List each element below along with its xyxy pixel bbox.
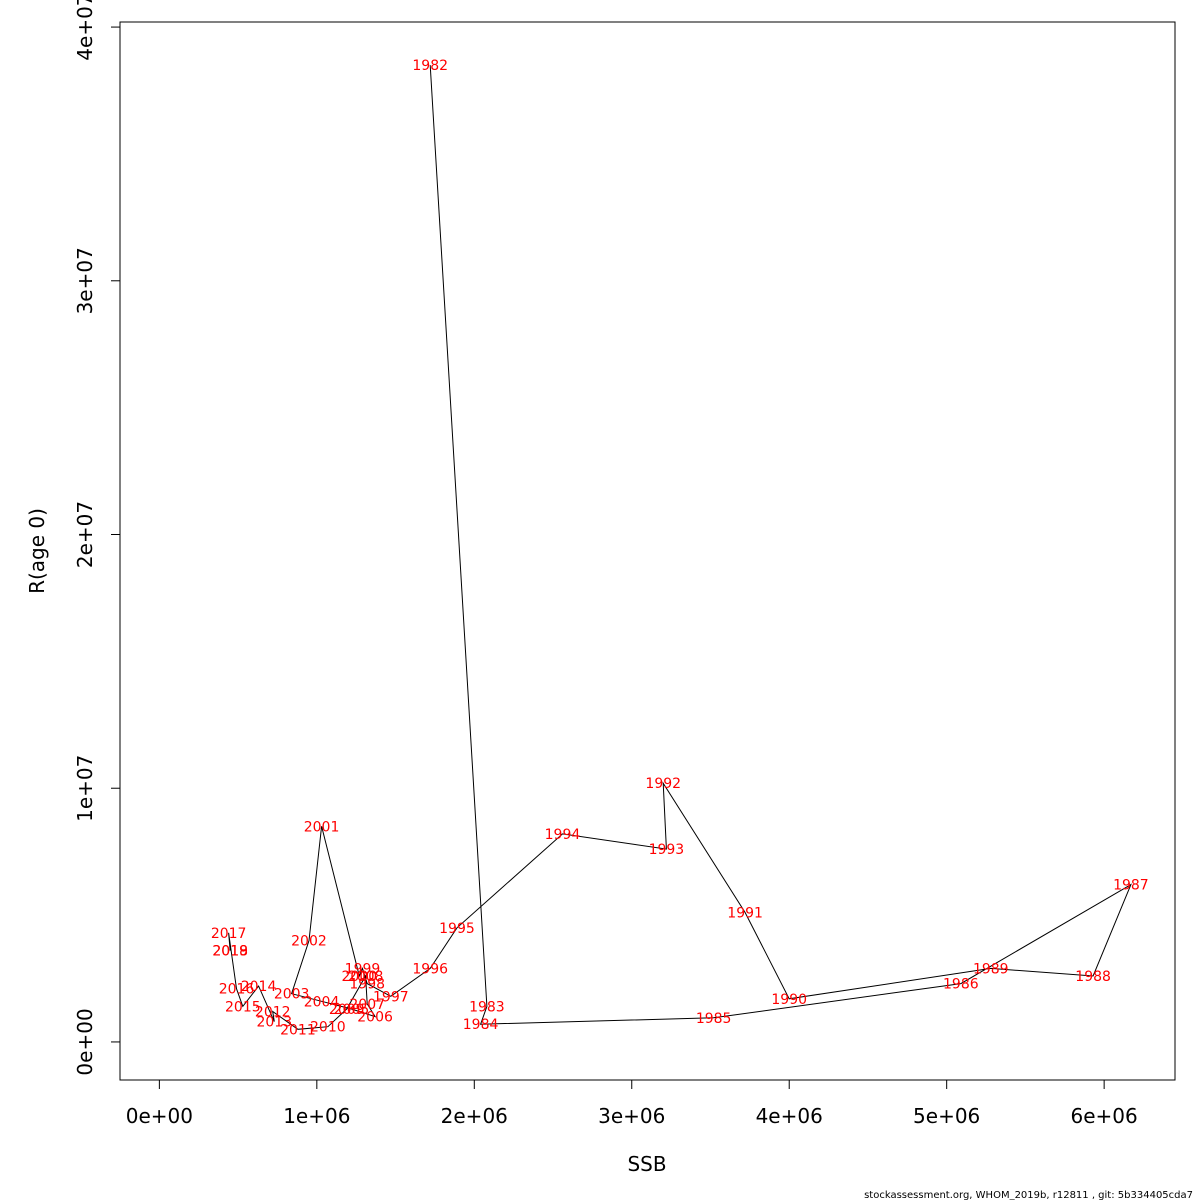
year-label-1993: 1993	[649, 842, 685, 858]
plot-frame	[119, 21, 1176, 1081]
y-tick-label: 0e+00	[73, 1008, 97, 1075]
x-tick-label: 6e+06	[1071, 1104, 1138, 1128]
year-label-1984: 1984	[463, 1017, 499, 1033]
year-label-2000: 2000	[342, 969, 378, 985]
year-label-1989: 1989	[973, 961, 1009, 977]
year-label-1983: 1983	[469, 999, 505, 1015]
year-label-1986: 1986	[943, 977, 979, 993]
x-tick-label: 4e+06	[756, 1104, 823, 1128]
x-tick-label: 1e+06	[283, 1104, 350, 1128]
year-label-2010: 2010	[310, 1020, 346, 1036]
year-labels: 1982 1983 1984 1985 1986 1987 1988 1989 1990 1991…	[211, 58, 1149, 1038]
year-label-2005: 2005	[334, 1002, 370, 1018]
x-tick-label: 5e+06	[913, 1104, 980, 1128]
year-label-2004: 2004	[304, 994, 340, 1010]
year-label-1998: 1998	[349, 977, 385, 993]
year-label-2007: 2007	[349, 997, 385, 1013]
year-label-2008: 2008	[348, 969, 384, 985]
y-tick-label: 3e+07	[73, 247, 97, 314]
year-label-2018: 2018	[212, 944, 248, 960]
x-tick-label: 3e+06	[598, 1104, 665, 1128]
year-label-2011: 2011	[280, 1022, 316, 1038]
year-label-1987: 1987	[1113, 878, 1149, 894]
year-label-1988: 1988	[1075, 969, 1111, 985]
year-label-1997: 1997	[373, 989, 409, 1005]
year-label-2013: 2013	[256, 1015, 292, 1031]
year-label-2001: 2001	[304, 819, 340, 835]
year-label-2014: 2014	[241, 979, 277, 995]
y-tick-label: 4e+07	[73, 0, 97, 61]
year-label-2019: 2019	[212, 944, 248, 960]
year-label-1996: 1996	[412, 961, 448, 977]
footer-credit: stockassessment.org, WHOM_2019b, r12811 …	[864, 1190, 1193, 1200]
year-label-1990: 1990	[771, 992, 807, 1008]
y-tick-label: 2e+07	[73, 501, 97, 568]
stock-recruitment-line	[228, 65, 1132, 1030]
year-label-2012: 2012	[255, 1004, 291, 1020]
year-label-2006: 2006	[357, 1010, 393, 1026]
year-label-1992: 1992	[645, 776, 681, 792]
year-label-1994: 1994	[545, 827, 581, 843]
year-label-1982: 1982	[412, 58, 448, 74]
year-label-1999: 1999	[345, 961, 381, 977]
year-label-1995: 1995	[439, 921, 475, 937]
year-label-2017: 2017	[211, 926, 247, 942]
x-tick-label: 2e+06	[441, 1104, 508, 1128]
year-label-2003: 2003	[274, 987, 310, 1003]
x-axis: 0e+00 1e+06 2e+06 3e+06 4e+06 5e+06 6e+06	[126, 1079, 1138, 1128]
y-tick-label: 1e+07	[73, 755, 97, 822]
x-axis-title: SSB	[627, 1152, 666, 1176]
x-tick-label: 0e+00	[126, 1104, 193, 1128]
y-axis: 0e+00 1e+07 2e+07 3e+07 4e+07	[73, 0, 121, 1076]
year-label-1985: 1985	[696, 1011, 732, 1027]
year-label-2016: 2016	[219, 982, 255, 998]
year-label-1991: 1991	[727, 906, 763, 922]
y-axis-title: R(age 0)	[25, 508, 49, 594]
year-label-2015: 2015	[225, 999, 261, 1015]
year-label-2009: 2009	[329, 1002, 365, 1018]
year-label-2002: 2002	[291, 933, 327, 949]
